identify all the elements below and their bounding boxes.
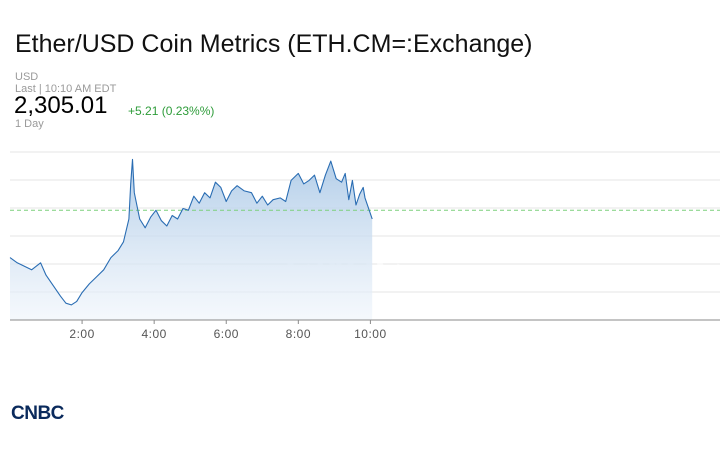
- x-tick-label: 10:00: [354, 327, 387, 341]
- cnbc-logo: CNBC: [11, 403, 65, 423]
- price-area: [10, 159, 373, 320]
- chart-title: Ether/USD Coin Metrics (ETH.CM=:Exchange…: [15, 30, 533, 58]
- period-label: 1 Day: [15, 118, 44, 130]
- cnbc-logo-text: CNBC: [11, 403, 65, 423]
- price-change: +5.21 (0.23%%): [128, 104, 215, 118]
- currency-label: USD: [15, 71, 39, 83]
- x-axis-ticks: 2:00 4:00 6:00 8:00 10:00: [69, 320, 386, 341]
- price-line: [9, 158, 373, 306]
- x-tick-label: 8:00: [286, 327, 311, 341]
- x-tick-label: 4:00: [141, 327, 166, 341]
- x-tick-label: 6:00: [214, 327, 239, 341]
- last-price: 2,305.01: [14, 92, 108, 119]
- x-tick-label: 2:00: [69, 327, 94, 341]
- last-updated-label: Last | 10:10 AM EDT: [15, 83, 117, 95]
